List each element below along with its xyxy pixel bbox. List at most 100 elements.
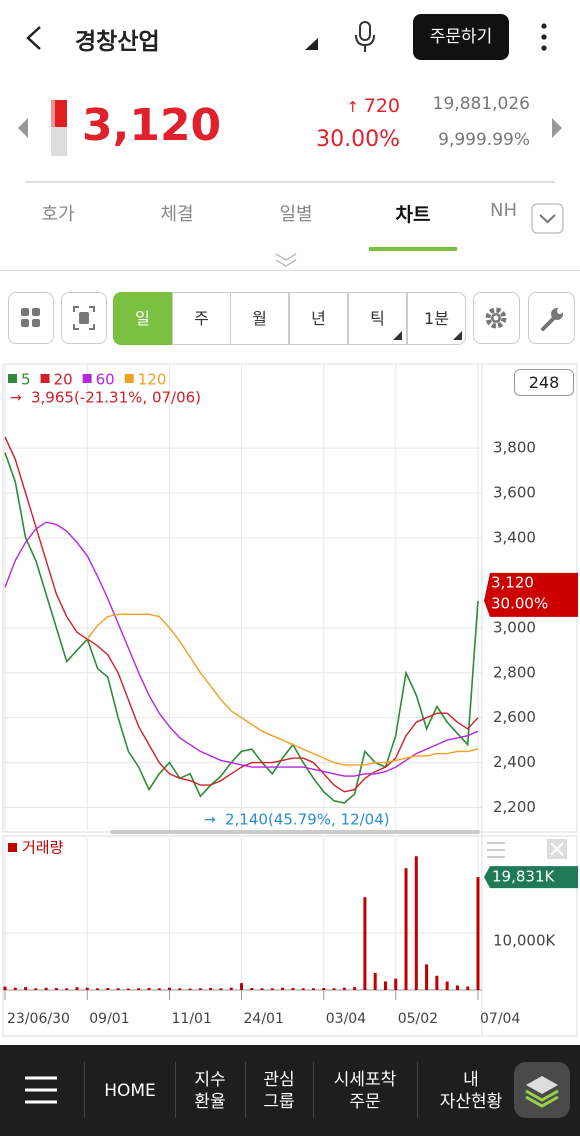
tab[interactable]: 체결	[160, 204, 194, 225]
drag-handle	[487, 842, 505, 858]
volume-bar	[3, 986, 7, 990]
nav-label: HOME	[104, 1080, 156, 1101]
settings-button[interactable]	[473, 292, 520, 344]
volume-bar	[44, 987, 48, 990]
legend-swatch	[82, 374, 92, 383]
tab-active[interactable]: 차트	[395, 204, 431, 226]
volume-bar	[373, 972, 377, 990]
volume-bar	[322, 988, 326, 990]
menu-button[interactable]	[24, 1075, 58, 1105]
volume-bar	[394, 978, 398, 990]
corner-mark	[393, 331, 402, 340]
capture-button[interactable]	[61, 292, 107, 344]
tab-more-button[interactable]	[531, 203, 564, 234]
price-tag-label: 3,120	[491, 573, 534, 591]
volume-bar	[24, 987, 28, 990]
tab[interactable]: NH	[490, 200, 517, 221]
tab[interactable]: 호가	[41, 204, 75, 225]
count-box[interactable]: 248	[514, 369, 574, 396]
volume-bar	[157, 988, 161, 990]
back-button[interactable]	[22, 24, 48, 52]
volume-bar	[414, 856, 418, 990]
x-tick-label: 09/01	[89, 1011, 129, 1027]
collapse-chevron[interactable]	[274, 252, 298, 268]
legend-swatch	[8, 843, 17, 852]
layout-button[interactable]	[8, 292, 54, 344]
volume-bar	[229, 987, 233, 990]
period-button[interactable]: 년	[289, 292, 348, 345]
layers-button[interactable]	[514, 1062, 570, 1118]
ma-line	[86, 613, 479, 766]
volume-bar	[219, 988, 223, 990]
price-tag-change: 30.00%	[491, 594, 548, 612]
period-button-active[interactable]: 일	[113, 292, 172, 345]
volume-bar	[404, 868, 408, 990]
legend-swatch	[8, 374, 17, 383]
volume-tag	[484, 866, 578, 889]
dropdown-icon[interactable]	[305, 38, 319, 50]
mic-icon[interactable]	[352, 20, 378, 54]
nav-label: 관심	[263, 1069, 295, 1090]
y-tick-label: 2,400	[493, 753, 536, 771]
current-price: 3,120	[82, 100, 222, 151]
grid-icon	[21, 308, 40, 327]
change-rate: 30.00%	[316, 127, 400, 152]
nav-label: 자산현황	[439, 1091, 503, 1112]
price-tag	[484, 572, 578, 617]
next-arrow[interactable]	[550, 118, 564, 138]
y-tick-label: 2,600	[493, 708, 536, 726]
volume-title: 거래량	[22, 839, 64, 857]
more-menu[interactable]	[538, 22, 550, 52]
corner-mark	[453, 331, 462, 340]
divider	[0, 270, 580, 271]
tool-button[interactable]	[528, 292, 575, 344]
volume-bar	[96, 988, 100, 990]
volume-bar	[168, 987, 172, 990]
volume-bar	[435, 975, 439, 990]
x-tick-label: 03/04	[326, 1011, 366, 1027]
volume-bar	[455, 985, 459, 990]
nav-item[interactable]: 내 자산현황	[418, 1045, 524, 1136]
legend-label: 5	[21, 371, 31, 389]
tab[interactable]: 일별	[279, 204, 313, 225]
tab-underline	[369, 247, 457, 251]
nav-item[interactable]: 관심 그룹	[246, 1045, 312, 1136]
annotation-arrow: →	[204, 812, 216, 828]
volume-bar	[116, 988, 120, 990]
nav-label: 그룹	[263, 1091, 295, 1112]
nav-separator	[313, 1062, 314, 1118]
nav-label: 주문	[349, 1091, 381, 1112]
bottom-nav	[0, 1045, 580, 1136]
legend-swatch	[124, 374, 134, 383]
close-x	[550, 842, 564, 856]
volume-bar	[198, 988, 202, 990]
wrench-icon	[541, 308, 563, 331]
volume-bar	[363, 897, 367, 990]
nav-item[interactable]: 지수 환율	[176, 1045, 244, 1136]
nav-label: 내	[463, 1069, 479, 1090]
nav-item[interactable]: 시세포착 주문	[314, 1045, 416, 1136]
order-button[interactable]: 주문하기	[413, 14, 509, 60]
volume-bar	[445, 981, 449, 990]
period-button[interactable]: 주	[172, 292, 231, 345]
period-button[interactable]: 1분	[407, 292, 466, 345]
price-change-value: 720	[363, 95, 400, 117]
trade-volume: 19,881,026	[432, 94, 530, 114]
nav-label: 지수	[194, 1069, 226, 1090]
volume-bar	[126, 988, 130, 990]
volume-bar	[188, 988, 192, 990]
volume-bar	[476, 877, 480, 990]
volume-bar	[301, 988, 305, 990]
stock-title[interactable]: 경창산업	[75, 29, 160, 55]
volume-bar	[291, 988, 295, 990]
nav-home[interactable]: HOME	[86, 1045, 174, 1136]
ma-line	[4, 452, 479, 804]
x-tick-label: 11/01	[172, 1011, 212, 1027]
period-button[interactable]: 월	[230, 292, 289, 345]
prev-arrow[interactable]	[16, 118, 30, 138]
divider	[25, 181, 555, 183]
volume-bar	[85, 987, 89, 990]
turnover-rate: 9,999.99%	[438, 130, 530, 150]
nav-label: 시세포착	[333, 1069, 397, 1090]
volume-bar	[332, 988, 336, 990]
